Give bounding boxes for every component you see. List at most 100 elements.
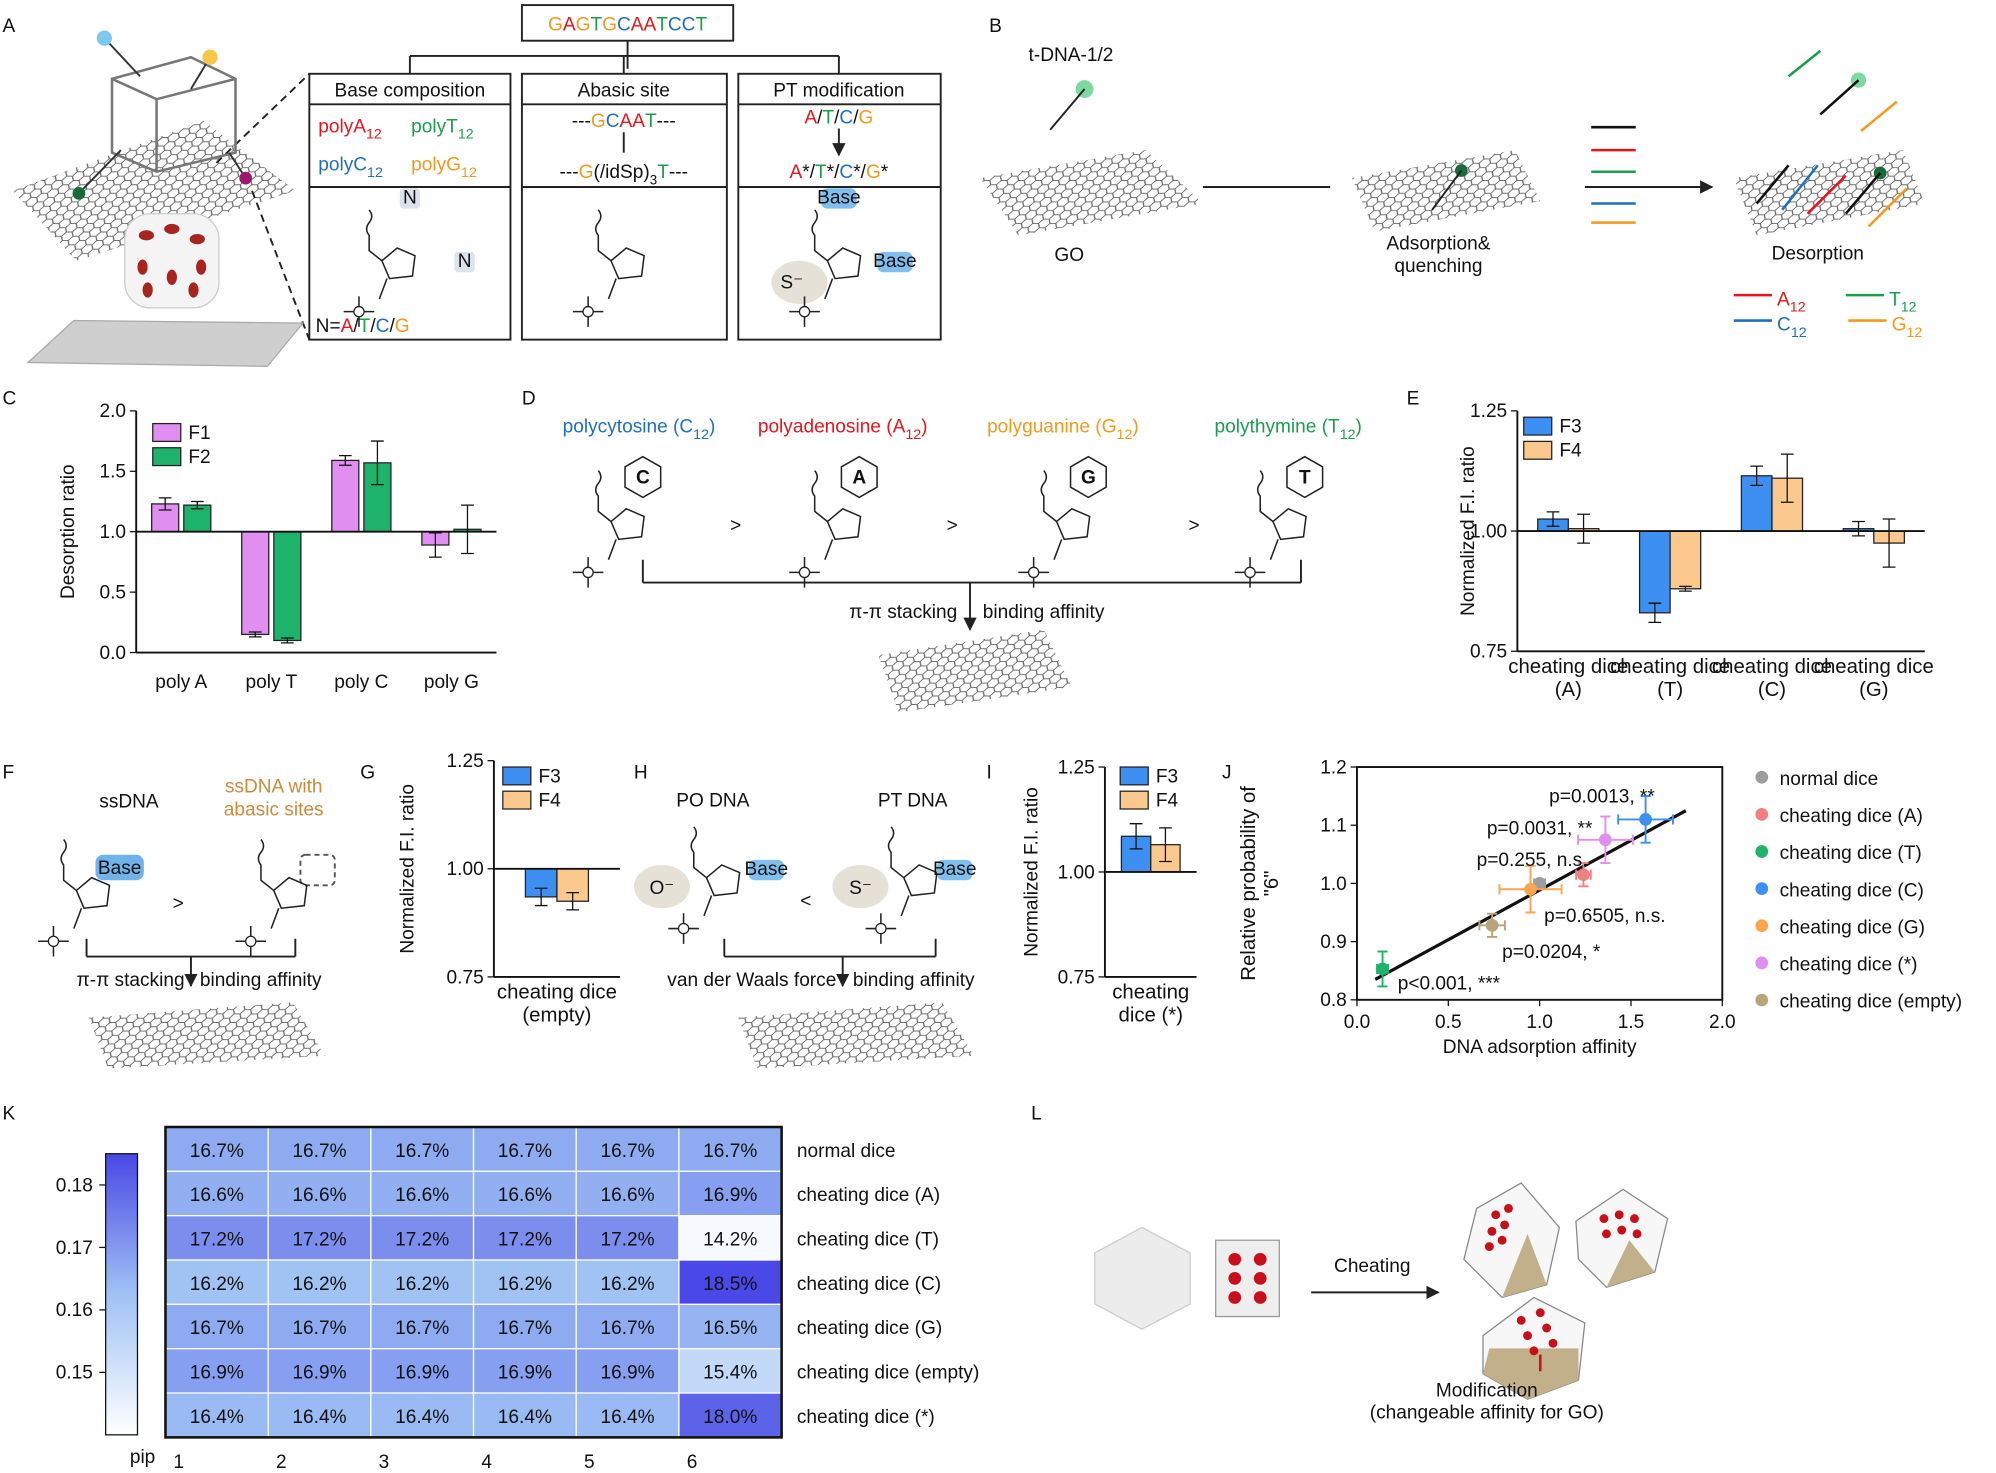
x-tick-label: cheating dice (empty) <box>496 982 617 1027</box>
y-axis-label: Relative probability of "6" <box>1238 786 1284 981</box>
legend-label: F4 <box>1156 790 1179 811</box>
cell-label: 17.2% <box>292 1229 346 1250</box>
base-letter: - <box>572 111 578 132</box>
x-tick-label: poly G <box>424 672 479 693</box>
text-part: 12 <box>693 427 709 443</box>
panel-label: C <box>3 389 17 410</box>
annotation: p<0.001, *** <box>1398 974 1501 995</box>
base-letter: G <box>602 15 617 36</box>
base-letter: / <box>817 107 823 128</box>
cell-label: 16.4% <box>601 1407 655 1428</box>
error-bar <box>338 454 352 466</box>
text-part: 12 <box>1790 300 1806 316</box>
panel-label: D <box>522 389 536 410</box>
y-axis-label: Normalized F.I. ratio <box>398 784 419 954</box>
base-letter: C <box>376 316 390 337</box>
text-part: G <box>1892 315 1907 336</box>
cell-label: 16.9% <box>292 1363 346 1384</box>
row-label: cheating dice (T) <box>797 1229 939 1250</box>
base-letter: / <box>389 316 395 337</box>
point <box>1376 962 1389 976</box>
heatmap-cell <box>575 1348 680 1394</box>
heatmap-cell <box>370 1215 475 1261</box>
heatmap-cell <box>370 1303 475 1350</box>
base-letter: - <box>572 162 578 183</box>
y-tick-label: 0.75 <box>1470 642 1507 663</box>
label: (changeable affinity for GO) <box>1370 1402 1604 1423</box>
column-label: 3 <box>379 1452 390 1473</box>
base-letter: - <box>682 162 688 183</box>
y-tick-label: 1.00 <box>447 859 484 880</box>
error-bar <box>1648 602 1662 624</box>
error-bar <box>1129 823 1143 850</box>
cell-label: 17.2% <box>190 1229 244 1250</box>
label: GAGTGCAATCCT <box>548 15 707 36</box>
annotation: p=0.0031, ** <box>1487 818 1593 839</box>
base-letter: - <box>578 111 584 132</box>
label: N <box>458 251 472 272</box>
x-tick-label: 0.5 <box>1435 1012 1462 1033</box>
cell-label: 16.6% <box>292 1185 346 1206</box>
y-tick-label: 0.0 <box>99 643 126 664</box>
base-letter: A <box>804 107 817 128</box>
label: O⁻ <box>649 878 674 899</box>
x-axis-label: pip <box>130 1447 155 1468</box>
error-bar <box>1679 585 1692 592</box>
heatmap-cell <box>164 1170 269 1217</box>
label: binding affinity <box>200 970 322 991</box>
label: PT DNA <box>878 790 948 811</box>
legend-label: cheating dice (C) <box>1780 880 1924 901</box>
text-part: GAGTGCAATCCT <box>548 15 707 36</box>
panel-label: J <box>1222 762 1232 783</box>
legend-marker <box>1755 956 1769 970</box>
base-letter: ( <box>593 162 600 183</box>
adsorption-label-box: Adsorption& quenching <box>1386 233 1490 278</box>
column-label: 1 <box>173 1452 184 1473</box>
row-label: normal dice <box>797 1141 896 1162</box>
dice-and-lights <box>26 30 1908 1400</box>
text-part: ) <box>709 416 715 437</box>
base-letter: A <box>643 15 656 36</box>
colorbar-tick-label: 0.18 <box>56 1175 93 1196</box>
x-tick-label: cheating dice (*) <box>1112 982 1190 1027</box>
label: N=A/T/C/G <box>316 316 410 337</box>
base-letter: - <box>669 162 675 183</box>
y-tick-label: 1.25 <box>1058 757 1095 778</box>
heatmap-cell <box>164 1303 269 1350</box>
base-letter: / <box>353 316 359 337</box>
heatmap-cell <box>370 1348 475 1394</box>
base-letter: C <box>668 15 682 36</box>
abasic-dna-label: ssDNA with abasic sites <box>223 775 324 821</box>
heatmap-frame <box>164 1125 783 1439</box>
point <box>1485 918 1499 932</box>
column-label: 4 <box>481 1452 492 1473</box>
text-part: ) <box>1356 416 1362 437</box>
label: Base <box>873 251 917 272</box>
cell-label: 18.0% <box>703 1407 757 1428</box>
heatmap-cell <box>575 1215 680 1261</box>
base-letter: G <box>395 316 410 337</box>
base-letter: A <box>341 316 354 337</box>
cell-label: 16.7% <box>395 1141 449 1162</box>
base-letter: / <box>853 107 859 128</box>
bar <box>273 531 302 642</box>
cell-label: 16.6% <box>190 1185 244 1206</box>
label: > <box>1188 516 1199 537</box>
label: > <box>730 516 741 537</box>
error-bar <box>1780 453 1794 503</box>
base-letter: G <box>548 15 563 36</box>
base-badge <box>877 251 913 273</box>
text-part: polyguanine (G <box>987 416 1116 437</box>
cell-label: 16.6% <box>601 1185 655 1206</box>
label: PT modification <box>773 81 904 102</box>
phosphate <box>245 935 257 948</box>
cell-label: 16.7% <box>498 1318 552 1339</box>
text-part: 12 <box>1906 325 1922 341</box>
cell-label: 16.7% <box>292 1141 346 1162</box>
y-tick-label: 0.8 <box>1320 990 1347 1011</box>
label: polyC12 <box>318 154 383 180</box>
panel-label: B <box>989 16 1002 37</box>
heatmap-cell <box>678 1126 783 1172</box>
legend-swatch <box>502 790 532 810</box>
label: N <box>403 188 417 209</box>
